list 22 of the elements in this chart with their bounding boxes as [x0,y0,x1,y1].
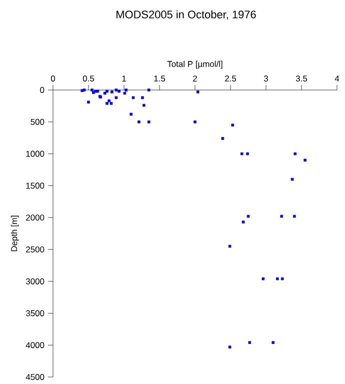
y-tick-label: 0 [40,87,44,93]
y-tick-label: 500 [30,118,44,125]
x-tick-label: 0.5 [82,75,94,82]
y-tick-label: 2000 [26,214,44,221]
y-tick-label: 4000 [26,342,44,348]
chart-title: MODS2005 in October, 1976 [116,10,256,20]
y-tick-label: 3000 [26,278,44,284]
x-axis-title: Total P [µmol/l] [167,60,222,69]
x-tick-label: 4 [334,76,340,82]
x-tick-label: 0 [50,75,56,82]
x-tick-label: 3.5 [296,75,308,82]
x-tick-label: 2.5 [225,75,236,82]
x-tick-label: 1.5 [154,76,166,82]
y-tick-label: 4500 [26,374,44,380]
y-tick-label: 2500 [26,246,44,252]
x-tick-label: 1 [122,76,126,82]
x-tick-label: 3 [264,75,268,82]
y-tick-label: 3500 [26,310,44,316]
y-axis-title: Depth [m] [10,216,19,252]
y-tick-label: 1500 [26,182,44,189]
y-tick-label: 1000 [26,150,44,157]
x-tick-label: 2 [193,76,197,82]
